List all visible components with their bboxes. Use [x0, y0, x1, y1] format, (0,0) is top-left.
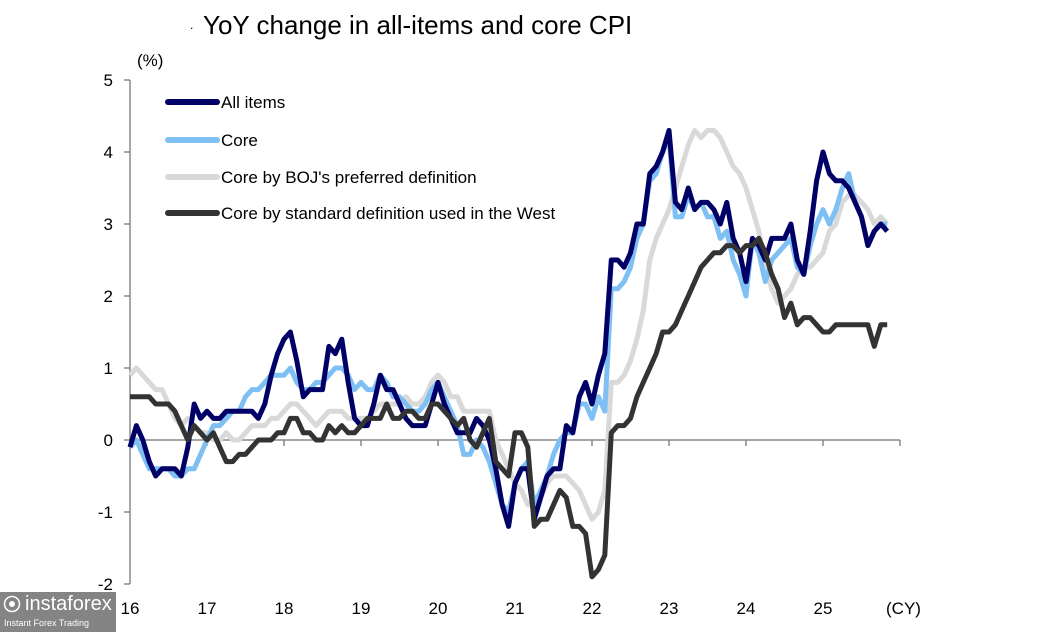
- y-tick-label: 5: [104, 71, 113, 90]
- legend-item: All items: [165, 93, 285, 112]
- watermark-tagline: Instant Forex Trading: [4, 618, 90, 628]
- x-tick-label: 17: [198, 599, 217, 618]
- title-mark: .: [190, 18, 194, 32]
- x-tick-label: 22: [583, 599, 602, 618]
- chart-title: YoY change in all-items and core CPI: [203, 10, 633, 40]
- series-line-core-by-standard-definition-used-in-the-west: [130, 235, 888, 580]
- x-tick-label: 19: [352, 599, 371, 618]
- legend: All items Core Core by BOJ's preferred def…: [165, 93, 555, 223]
- y-tick-label: 4: [104, 143, 113, 162]
- x-axis-unit: (CY): [886, 599, 921, 618]
- x-tick-label: 23: [660, 599, 679, 618]
- y-tick-label: -1: [98, 503, 113, 522]
- legend-label: Core: [221, 131, 258, 150]
- watermark-logo-text: instaforex: [25, 593, 112, 615]
- y-axis-unit: (%): [137, 51, 163, 70]
- x-tick-label: 24: [737, 599, 756, 618]
- legend-label: Core by standard definition used in the …: [221, 204, 555, 223]
- x-tick-label: 21: [506, 599, 525, 618]
- y-tick-label: 1: [104, 359, 113, 378]
- x-tick-label: 25: [814, 599, 833, 618]
- legend-item: Core: [165, 131, 258, 150]
- y-tick-label: 3: [104, 215, 113, 234]
- series-lines: [127, 127, 890, 580]
- x-tick-label: 20: [429, 599, 448, 618]
- y-tick-label: -2: [98, 575, 113, 594]
- instaforex-watermark: instaforex Instant Forex Trading: [0, 592, 116, 632]
- legend-item: Core by standard definition used in the …: [165, 204, 555, 223]
- legend-item: Core by BOJ's preferred definition: [165, 168, 477, 187]
- legend-label: Core by BOJ's preferred definition: [221, 168, 477, 187]
- legend-label: All items: [221, 93, 285, 112]
- y-tick-label: 0: [104, 431, 113, 450]
- instaforex-logo-icon: [3, 595, 21, 613]
- x-tick-label: 18: [275, 599, 294, 618]
- series-line-all-items: [127, 127, 890, 529]
- x-tick-label: 16: [121, 599, 140, 618]
- y-tick-label: 2: [104, 287, 113, 306]
